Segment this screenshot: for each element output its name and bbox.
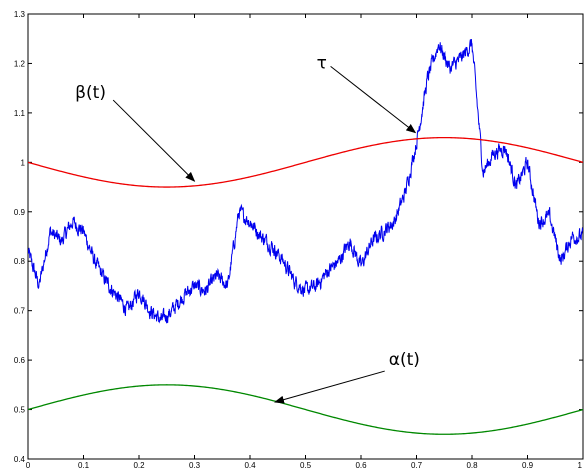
x-tick-label: 0.1 bbox=[78, 461, 90, 470]
x-tick-label: 0.9 bbox=[522, 461, 534, 470]
x-tick-label: 0.2 bbox=[133, 461, 145, 470]
ticks: 0 0.1 0.2 0.3 0.4 0.5 0.6 0.7 0.8 0.9 1 0.4 0.5 0.6 0.… bbox=[14, 10, 584, 470]
x-tick-label: 0 bbox=[26, 461, 31, 470]
y-tick-label: 1 bbox=[21, 158, 26, 167]
series-line-process bbox=[28, 38, 583, 324]
annotation-arrow bbox=[274, 370, 385, 404]
x-tick-label: 0.3 bbox=[189, 461, 201, 470]
annotation-label: τ bbox=[317, 53, 327, 73]
y-tick-label: 1.3 bbox=[14, 10, 26, 19]
annotation-arrow bbox=[112, 99, 196, 182]
x-tick-label: 0.7 bbox=[411, 461, 423, 470]
y-tick-label: 0.9 bbox=[14, 208, 26, 217]
annotations-group: β(t) τ α(t) bbox=[75, 53, 420, 404]
annotation-arrow bbox=[330, 65, 417, 134]
x-tick-label: 0.8 bbox=[466, 461, 478, 470]
series-group bbox=[28, 38, 583, 435]
plot-area bbox=[27, 13, 584, 460]
annotation-label: β(t) bbox=[75, 83, 106, 103]
x-tick-label: 0.4 bbox=[244, 461, 256, 470]
series-line-beta bbox=[28, 136, 583, 188]
annotation-label: α(t) bbox=[389, 350, 420, 370]
y-tick-label: 1.2 bbox=[14, 59, 26, 68]
y-tick-label: 1.1 bbox=[14, 109, 26, 118]
x-tick-label: 0.6 bbox=[355, 461, 367, 470]
x-tick-label: 1 bbox=[578, 461, 583, 470]
x-tick-label: 0.5 bbox=[300, 461, 312, 470]
y-tick-label: 0.8 bbox=[14, 257, 26, 266]
y-tick-label: 0.6 bbox=[14, 356, 26, 365]
y-tick-label: 0.5 bbox=[14, 406, 26, 415]
series-line-alpha bbox=[28, 384, 583, 435]
y-tick-label: 0.7 bbox=[14, 307, 26, 316]
y-tick-label: 0.4 bbox=[14, 455, 26, 464]
